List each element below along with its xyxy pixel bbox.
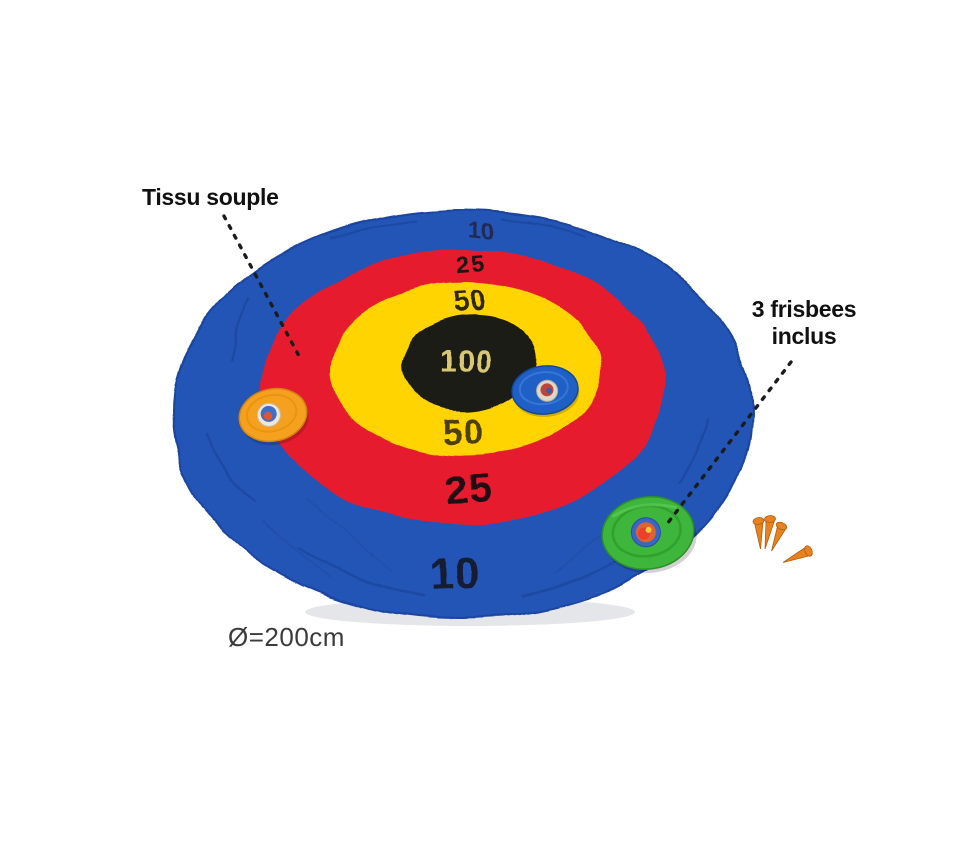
frisbee-blue-ring (518, 371, 569, 406)
frisbee-green-logo (630, 517, 661, 548)
score-outer-bottom: 10 (428, 547, 482, 600)
score-labels: 10 25 50 100 50 25 10 (428, 217, 497, 600)
score-inner-top: 50 (452, 284, 488, 318)
score-middle-top: 25 (455, 250, 488, 279)
frisbee-orange-ring (245, 393, 298, 433)
leader-line-frisbees (665, 360, 793, 526)
score-bullseye: 100 (439, 345, 492, 378)
leader-line-fabric (222, 214, 301, 358)
score-middle-bottom: 25 (445, 465, 494, 513)
frisbee-orange (238, 387, 309, 446)
peg-icon-2 (764, 515, 776, 550)
peg-icon-4 (782, 545, 813, 563)
target-mat: 10 25 50 100 50 25 10 (171, 209, 753, 619)
leader-lines (222, 214, 793, 526)
frisbees-annotation: 3 frisbees inclus (714, 296, 894, 350)
frisbees-annotation-line2: inclus (771, 323, 837, 349)
frisbee-orange-logo (256, 402, 281, 427)
score-inner-bottom: 50 (440, 412, 485, 454)
score-outer-top: 10 (468, 217, 497, 246)
pegs (752, 515, 813, 563)
frisbees-annotation-line1: 3 frisbees (751, 296, 857, 322)
frisbee-blue (511, 365, 580, 418)
peg-icon-1 (752, 517, 765, 550)
frisbee-green-highlight (611, 503, 678, 519)
diameter-annotation: Ø=200cm (228, 622, 345, 652)
peg-icon-3 (771, 521, 788, 552)
frisbee-green (601, 496, 697, 573)
bullseye (401, 313, 537, 413)
frisbee-blue-logo (536, 379, 559, 402)
fabric-annotation: Tissu souple (142, 184, 279, 210)
